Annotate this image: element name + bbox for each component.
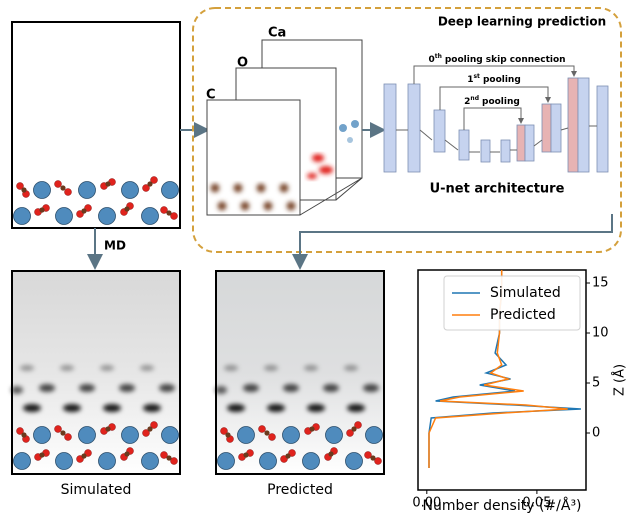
x-axis-label: Number density (#/Å³) [422, 497, 581, 514]
x-tick-label: 0.00 [412, 496, 441, 511]
channel-label: Ca [268, 26, 286, 41]
unet-label: U-net architecture [430, 182, 565, 197]
unet [383, 77, 609, 173]
image-caption: Predicted [267, 482, 333, 498]
legend-label: Simulated [490, 285, 561, 301]
y-tick-label: 0 [592, 426, 600, 441]
channel-label: C [206, 88, 216, 103]
x-tick-label: 0.05 [522, 496, 551, 511]
y-tick-label: 5 [592, 376, 600, 391]
panel-title: Deep learning prediction [438, 15, 606, 29]
y-axis-label: Z (Å) [612, 364, 628, 396]
arrow [292, 214, 613, 270]
legend-label: Predicted [490, 307, 556, 323]
prediction-box [192, 7, 622, 253]
channel-label: O [237, 56, 248, 71]
predicted-image [215, 270, 385, 475]
y-tick-label: 15 [592, 276, 609, 291]
pool-label: 1st pooling [467, 73, 521, 85]
y-tick-label: 10 [592, 326, 609, 341]
simulated-image [11, 270, 181, 475]
image-caption: Simulated [61, 482, 132, 498]
pool-label: 2nd pooling [464, 95, 520, 107]
md-label: MD [104, 239, 126, 253]
skip-label: 0th pooling skip connection [428, 53, 565, 65]
channel-c [206, 99, 301, 216]
legend [443, 275, 581, 331]
